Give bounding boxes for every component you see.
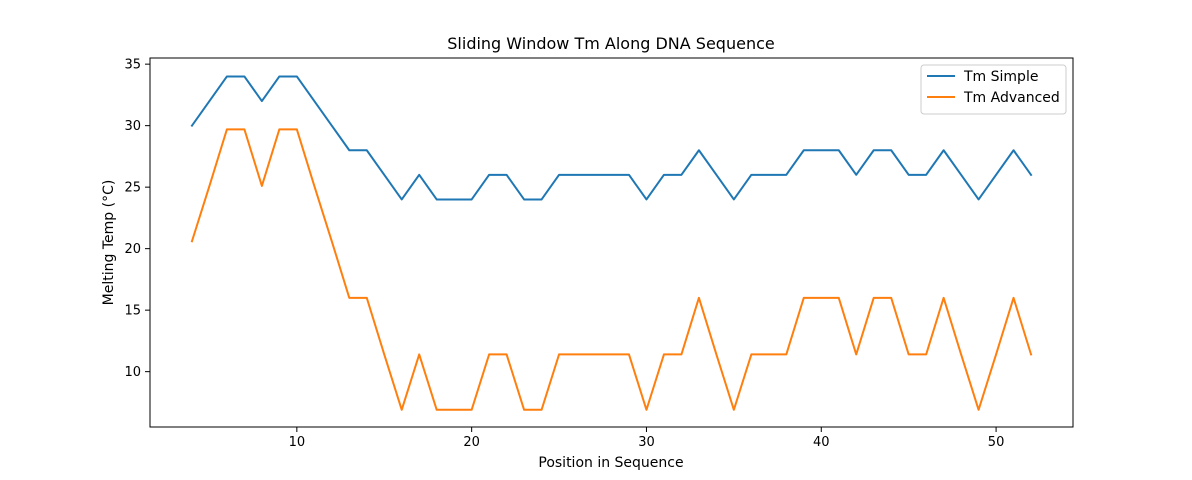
series-lines — [190, 75, 1033, 411]
series-line-tm-simple — [190, 75, 1033, 201]
x-tick-label: 20 — [463, 435, 480, 450]
legend-label: Tm Advanced — [963, 90, 1060, 106]
legend-label: Tm Simple — [963, 69, 1038, 85]
y-axis-ticks: 10 15 20 25 30 35 — [124, 58, 150, 380]
x-tick-label: 30 — [638, 435, 655, 450]
y-tick-label: 15 — [124, 304, 141, 319]
y-tick-label: 10 — [124, 365, 141, 380]
legend: Tm Simple Tm Advanced — [920, 64, 1067, 115]
y-axis-label: Melting Temp (°C) — [101, 180, 117, 306]
y-tick-label: 25 — [124, 181, 141, 196]
x-axis-label: Position in Sequence — [538, 455, 683, 471]
x-tick-label: 40 — [813, 435, 830, 450]
x-axis-ticks: 10 20 30 40 50 — [289, 427, 1005, 450]
y-tick-label: 35 — [124, 58, 141, 73]
x-tick-label: 50 — [988, 435, 1005, 450]
chart-title: Sliding Window Tm Along DNA Sequence — [447, 34, 774, 53]
plot-area-frame — [149, 57, 1074, 428]
series-line-tm-advanced — [190, 128, 1033, 411]
y-tick-label: 30 — [124, 119, 141, 134]
x-tick-label: 10 — [289, 435, 306, 450]
y-tick-label: 20 — [124, 242, 141, 257]
legend-box — [920, 64, 1067, 115]
